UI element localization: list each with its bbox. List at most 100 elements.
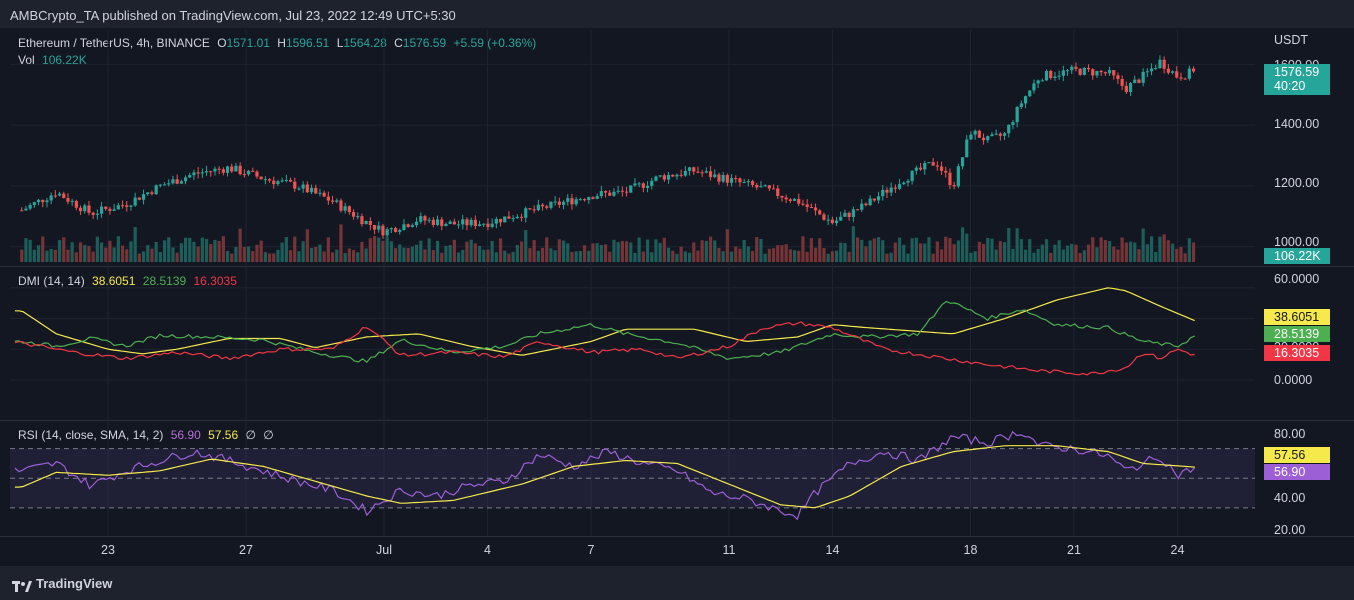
volume-bar bbox=[801, 236, 805, 262]
volume-bar bbox=[28, 239, 32, 262]
candle-down bbox=[267, 179, 272, 181]
volume-bar bbox=[1057, 240, 1061, 262]
candle-up bbox=[876, 196, 881, 201]
ohlc-low: L1564.28 bbox=[337, 36, 387, 50]
candle-down bbox=[998, 133, 1002, 136]
volume-bar bbox=[822, 248, 826, 262]
tradingview-logo-icon bbox=[12, 580, 32, 592]
volume-bar bbox=[477, 245, 482, 262]
pane-separator[interactable] bbox=[0, 420, 1354, 421]
candle-up bbox=[494, 218, 498, 224]
volume-bar bbox=[221, 236, 225, 262]
volume-bar bbox=[435, 240, 440, 262]
symbol-legend[interactable]: Ethereum / TetherUS, 4h, BINANCE O1571.0… bbox=[18, 36, 540, 50]
volume-legend[interactable]: Vol 106.22K bbox=[18, 53, 91, 67]
volume-bar bbox=[776, 245, 780, 262]
candle-down bbox=[545, 206, 549, 208]
candle-up bbox=[469, 219, 473, 226]
candle-up bbox=[1044, 70, 1049, 81]
volume-bar bbox=[767, 248, 771, 262]
volume-bar bbox=[1128, 241, 1133, 262]
candle-up bbox=[889, 187, 893, 193]
close-value: 1576.59 bbox=[402, 36, 447, 50]
volume-bar bbox=[276, 249, 280, 262]
volume-bar bbox=[1028, 239, 1032, 262]
volume-bar bbox=[902, 244, 906, 262]
candle-down bbox=[330, 200, 335, 202]
volume-bar bbox=[263, 252, 267, 262]
symbol-name[interactable]: Ethereum / TetherUS, 4h, BINANCE bbox=[18, 36, 210, 50]
volume-bar bbox=[851, 226, 855, 262]
rsi-legend[interactable]: RSI (14, close, SMA, 14, 2) 56.90 57.56 … bbox=[18, 428, 278, 442]
volume-bar bbox=[834, 250, 839, 262]
volume-bar bbox=[587, 250, 591, 262]
volume-bar bbox=[1107, 241, 1112, 262]
rsi-tick: 40.00 bbox=[1274, 491, 1306, 505]
volume-bar bbox=[843, 243, 847, 262]
volume-bar bbox=[1137, 249, 1141, 262]
bar-countdown: 40:20 bbox=[1274, 79, 1306, 93]
volume-bar bbox=[196, 246, 200, 262]
candle-up bbox=[906, 180, 910, 183]
volume-bar bbox=[24, 238, 28, 262]
volume-bar bbox=[830, 251, 834, 262]
candle-down bbox=[931, 162, 935, 166]
volume-bar bbox=[20, 249, 24, 262]
candle-down bbox=[507, 216, 511, 219]
candle-up bbox=[57, 193, 62, 196]
volume-bar bbox=[973, 251, 977, 262]
volume-bar bbox=[91, 251, 95, 262]
candle-down bbox=[540, 204, 545, 207]
candle-down bbox=[238, 165, 242, 175]
candle-down bbox=[755, 185, 759, 188]
candle-up bbox=[1057, 75, 1061, 77]
candle-up bbox=[461, 219, 465, 225]
volume-bar bbox=[192, 241, 196, 262]
pane-separator[interactable] bbox=[0, 266, 1354, 267]
volume-bar bbox=[881, 240, 885, 262]
candle-up bbox=[1095, 70, 1099, 76]
volume-bar bbox=[183, 237, 188, 262]
volume-bar bbox=[763, 253, 767, 262]
volume-bar bbox=[498, 238, 503, 262]
candle-down bbox=[767, 185, 771, 189]
candle-up bbox=[171, 179, 175, 184]
candle-down bbox=[1049, 70, 1053, 78]
volume-bar bbox=[855, 237, 860, 262]
volume-bar bbox=[847, 251, 851, 262]
volume-bar bbox=[32, 249, 36, 262]
volume-bar bbox=[1112, 246, 1116, 262]
volume-bar bbox=[104, 247, 108, 262]
candle-up bbox=[309, 187, 314, 193]
volume-bar bbox=[650, 252, 654, 262]
volume-bar bbox=[687, 252, 692, 262]
candle-up bbox=[595, 196, 599, 199]
volume-bar bbox=[427, 238, 431, 262]
candle-down bbox=[532, 209, 536, 211]
time-axis-label: 4 bbox=[484, 543, 491, 557]
candle-down bbox=[339, 200, 343, 211]
volume-bar bbox=[1023, 249, 1028, 262]
rsi-tick: 20.00 bbox=[1274, 523, 1306, 537]
candle-down bbox=[360, 216, 364, 225]
candle-down bbox=[1166, 68, 1170, 73]
volume-bar bbox=[511, 251, 515, 262]
candle-up bbox=[986, 136, 990, 141]
volume-bar bbox=[179, 243, 183, 262]
low-label: L bbox=[336, 36, 344, 50]
candle-up bbox=[645, 185, 650, 188]
volume-bar bbox=[524, 230, 528, 262]
candle-up bbox=[204, 171, 209, 173]
candle-up bbox=[897, 184, 902, 189]
candle-down bbox=[393, 228, 398, 232]
dmi-legend[interactable]: DMI (14, 14) 38.6051 28.5139 16.3035 bbox=[18, 274, 241, 288]
candle-down bbox=[486, 223, 490, 227]
candle-up bbox=[112, 209, 116, 211]
candle-down bbox=[251, 170, 255, 172]
candle-down bbox=[125, 205, 129, 207]
footer-bar bbox=[0, 566, 1354, 600]
candle-up bbox=[490, 223, 494, 227]
tradingview-logo[interactable]: TradingView bbox=[12, 576, 112, 592]
volume-bar bbox=[654, 239, 658, 262]
